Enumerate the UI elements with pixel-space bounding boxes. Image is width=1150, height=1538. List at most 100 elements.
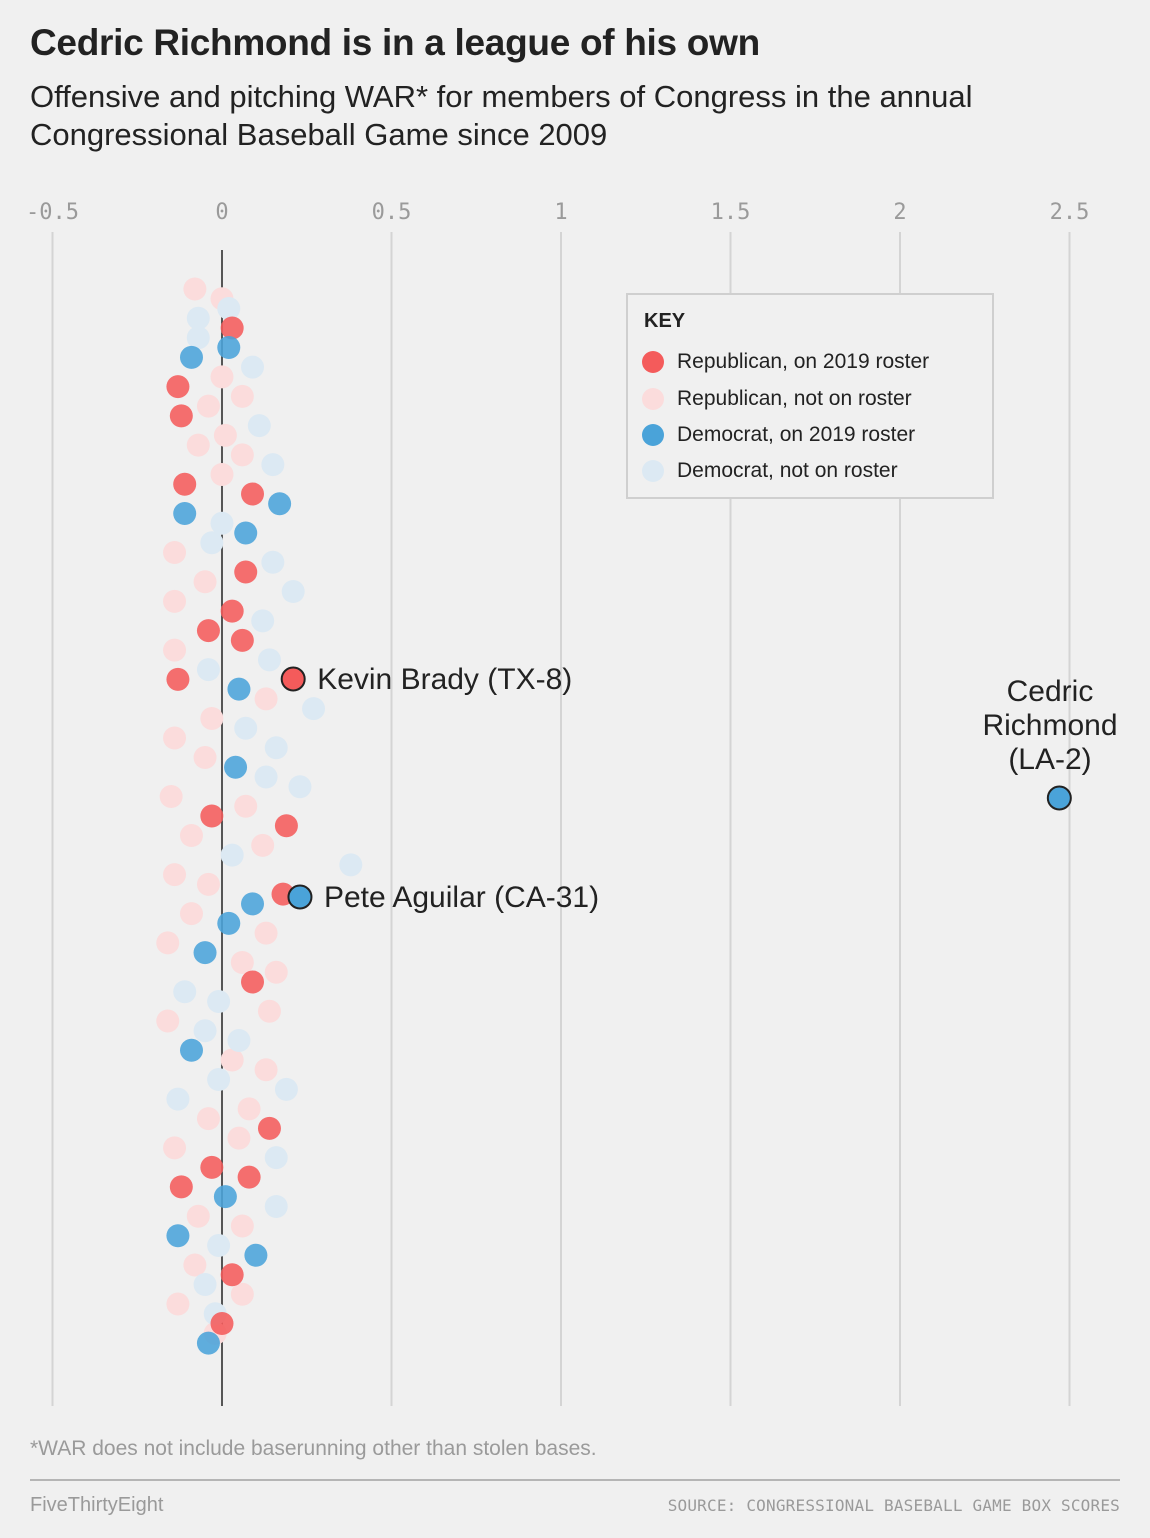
data-point-d-off: [193, 1273, 217, 1297]
data-point-d-on: [213, 1185, 237, 1209]
legend-item-democrat-not-on-roster: Democrat, not on roster: [642, 458, 898, 484]
data-point-d-on: [179, 1038, 203, 1062]
highlight-point: [287, 884, 313, 910]
data-point-d-off: [251, 609, 275, 633]
data-point-d-off: [220, 843, 244, 867]
source-credit: SOURCE: CONGRESSIONAL BASEBALL GAME BOX …: [667, 1496, 1120, 1515]
data-point-d-off: [227, 1029, 251, 1053]
data-point-d-off: [261, 550, 285, 574]
highlight-label: Cedric: [1007, 675, 1094, 708]
data-point-d-on: [173, 501, 197, 525]
data-point-d-off: [210, 511, 234, 535]
x-tick-label: 1.5: [711, 200, 751, 225]
highlight-label: (LA-2): [1008, 743, 1091, 776]
x-tick-label: 2: [893, 200, 906, 225]
x-tick-labels: -0.5 0 0.5 1 1.5 2 2.5: [26, 200, 1089, 225]
data-point-r-off: [179, 902, 203, 926]
data-point-d-off: [261, 453, 285, 477]
data-point-d-on: [227, 677, 251, 701]
legend-title: KEY: [644, 310, 686, 332]
data-point-d-off: [207, 1068, 231, 1092]
data-point-r-on: [196, 619, 220, 643]
data-point-r-off: [220, 1048, 244, 1072]
data-point-d-off: [217, 297, 241, 321]
data-point-d-on: [268, 492, 292, 516]
data-point-r-off: [230, 950, 254, 974]
data-point-d-off: [274, 1077, 298, 1101]
data-point-r-on: [220, 1263, 244, 1287]
data-point-d-on: [166, 1224, 190, 1248]
footer-divider: [30, 1479, 1120, 1481]
data-point-d-off: [247, 414, 271, 438]
data-point-r-on: [173, 472, 197, 496]
data-point-r-off: [210, 462, 234, 486]
data-point-r-on: [169, 404, 193, 428]
data-point-d-on: [196, 1331, 220, 1355]
highlight-point: [280, 666, 306, 692]
legend-label: Republican, on 2019 roster: [677, 350, 930, 373]
highlight-label: Kevin Brady (TX-8): [317, 663, 572, 696]
data-point-d-off: [281, 580, 305, 604]
highlight-point: [1046, 785, 1072, 811]
data-point-r-off: [163, 589, 187, 613]
data-point-d-off: [173, 980, 197, 1004]
data-point-r-off: [163, 863, 187, 887]
chart-subtitle: Offensive and pitching WAR* for members …: [30, 79, 973, 152]
data-point-d-on: [179, 345, 203, 369]
data-point-r-off: [163, 638, 187, 662]
data-point-d-off: [186, 306, 210, 330]
data-point-d-off: [196, 658, 220, 682]
data-points: [156, 277, 363, 1355]
data-point-d-off: [288, 775, 312, 799]
legend-dot-blue-icon: [642, 424, 664, 446]
data-point-r-off: [163, 541, 187, 565]
legend-item-republican-on-roster: Republican, on 2019 roster: [642, 349, 929, 375]
legend-dot-light-red-icon: [642, 388, 664, 410]
data-point-r-off: [254, 687, 278, 711]
data-point-r-off: [251, 833, 275, 857]
data-point-d-off: [234, 716, 258, 740]
data-point-r-off: [183, 1253, 207, 1277]
data-point-r-off: [186, 433, 210, 457]
data-point-r-off: [163, 1136, 187, 1160]
data-point-r-off: [230, 1214, 254, 1238]
x-tick-label: 2.5: [1050, 200, 1090, 225]
data-point-d-off: [193, 1019, 217, 1043]
data-point-d-off: [166, 1087, 190, 1111]
data-point-r-off: [179, 824, 203, 848]
data-point-r-on: [241, 970, 265, 994]
legend-label: Democrat, on 2019 roster: [677, 423, 916, 446]
highlight-label: Richmond: [982, 709, 1117, 742]
data-point-r-off: [264, 960, 288, 984]
legend-label: Republican, not on roster: [677, 387, 912, 410]
data-point-r-on: [210, 1312, 234, 1336]
data-point-r-off: [227, 1126, 251, 1150]
chart-title: Cedric Richmond is in a league of his ow…: [30, 22, 760, 63]
data-point-d-on: [193, 941, 217, 965]
data-point-r-off: [210, 365, 234, 389]
data-point-r-off: [234, 794, 258, 818]
data-point-d-off: [254, 765, 278, 789]
data-point-r-off: [254, 1058, 278, 1082]
data-point-d-off: [207, 1233, 231, 1257]
data-point-r-off: [183, 277, 207, 301]
data-point-r-off: [230, 1282, 254, 1306]
data-point-d-off: [264, 1146, 288, 1170]
data-point-d-off: [339, 853, 363, 877]
data-point-r-off: [200, 706, 224, 730]
x-tick-label: 0.5: [372, 200, 412, 225]
data-point-r-on: [166, 667, 190, 691]
data-point-d-on: [217, 336, 241, 360]
legend-item-democrat-on-roster: Democrat, on 2019 roster: [642, 422, 915, 448]
data-point-r-off: [196, 872, 220, 896]
highlight-label: Pete Aguilar (CA-31): [324, 881, 599, 914]
data-point-r-on: [241, 482, 265, 506]
footnote: *WAR does not include baserunning other …: [30, 1437, 597, 1460]
data-point-r-on: [220, 316, 244, 340]
data-point-d-on: [234, 521, 258, 545]
data-point-r-off: [156, 1009, 180, 1033]
data-point-d-on: [241, 892, 265, 916]
data-point-r-on: [234, 560, 258, 584]
legend-dot-red-icon: [642, 351, 664, 373]
data-point-d-off: [200, 531, 224, 555]
